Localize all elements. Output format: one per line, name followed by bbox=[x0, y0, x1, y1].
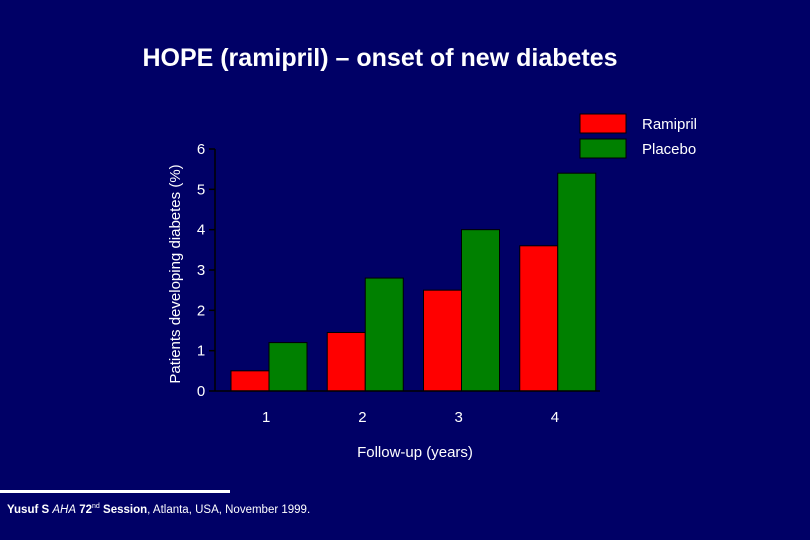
y-tick-label: 4 bbox=[197, 222, 205, 239]
reference-divider bbox=[0, 490, 230, 493]
x-tick-label: 1 bbox=[262, 409, 270, 426]
y-tick-label: 0 bbox=[197, 383, 205, 400]
legend-label-ramipril: Ramipril bbox=[642, 116, 697, 133]
y-tick-label: 5 bbox=[197, 181, 205, 198]
bar-ramipril-year-2 bbox=[326, 332, 366, 392]
x-tick-label: 4 bbox=[551, 409, 559, 426]
x-tick-label: 2 bbox=[358, 409, 366, 426]
y-tick-label: 3 bbox=[197, 262, 205, 279]
legend-label-placebo: Placebo bbox=[642, 141, 696, 158]
bar-placebo-year-1 bbox=[268, 342, 308, 392]
y-axis-label: Patients developing diabetes (%) bbox=[167, 164, 184, 383]
slide-title: HOPE (ramipril) – onset of new diabetes bbox=[142, 44, 618, 72]
citation: Yusuf S AHA 72nd Session, Atlanta, USA, … bbox=[7, 503, 311, 516]
y-tick-label: 2 bbox=[197, 302, 205, 319]
x-tick-label: 3 bbox=[454, 409, 462, 426]
bar-ramipril-year-4 bbox=[519, 245, 559, 392]
bar-placebo-year-2 bbox=[364, 277, 404, 392]
x-axis-label: Follow-up (years) bbox=[357, 444, 473, 461]
legend-swatch-placebo bbox=[579, 138, 627, 159]
legend-swatch-ramipril bbox=[579, 113, 627, 134]
bar-ramipril-year-3 bbox=[423, 289, 462, 392]
y-tick-label: 1 bbox=[197, 343, 205, 360]
y-tick-label: 6 bbox=[197, 141, 205, 158]
bar-placebo-year-3 bbox=[461, 229, 500, 392]
bar-placebo-year-4 bbox=[557, 172, 597, 392]
bar-ramipril-year-1 bbox=[230, 370, 270, 392]
